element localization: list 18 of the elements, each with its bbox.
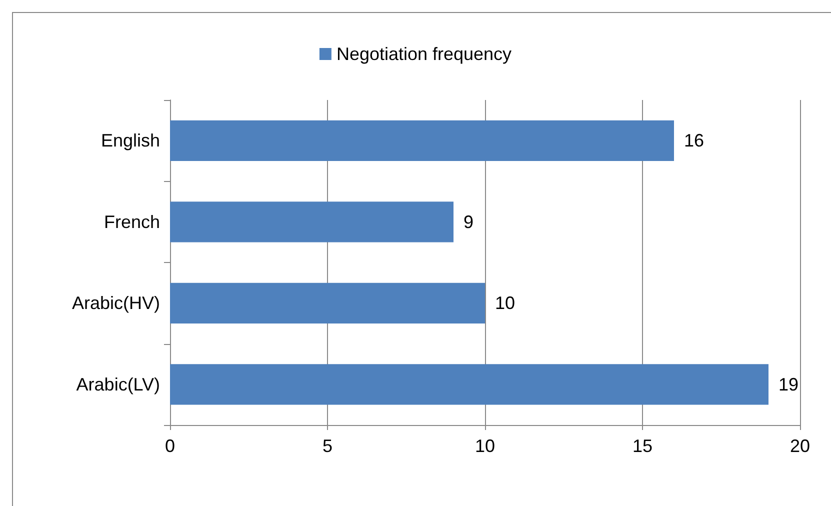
data-label: 16 bbox=[684, 130, 704, 151]
y-tick-label: French bbox=[104, 212, 160, 232]
bar bbox=[170, 202, 454, 242]
x-tick-label: 20 bbox=[790, 436, 810, 456]
y-tick-label: English bbox=[100, 130, 160, 151]
data-label: 19 bbox=[778, 374, 799, 394]
x-tick-label: 5 bbox=[322, 436, 333, 456]
x-tick-label: 0 bbox=[164, 436, 176, 456]
y-tick-label: Arabic(LV) bbox=[76, 374, 160, 394]
x-tick-label: 15 bbox=[632, 436, 653, 456]
y-tick-label: Arabic(HV) bbox=[72, 293, 160, 314]
legend-label: Negotiation frequency bbox=[336, 44, 512, 64]
bar bbox=[170, 120, 674, 161]
data-label: 10 bbox=[495, 293, 516, 314]
x-tick-label: 10 bbox=[474, 436, 496, 456]
data-label: 9 bbox=[464, 212, 474, 232]
bar bbox=[170, 364, 768, 405]
bar bbox=[170, 282, 485, 324]
